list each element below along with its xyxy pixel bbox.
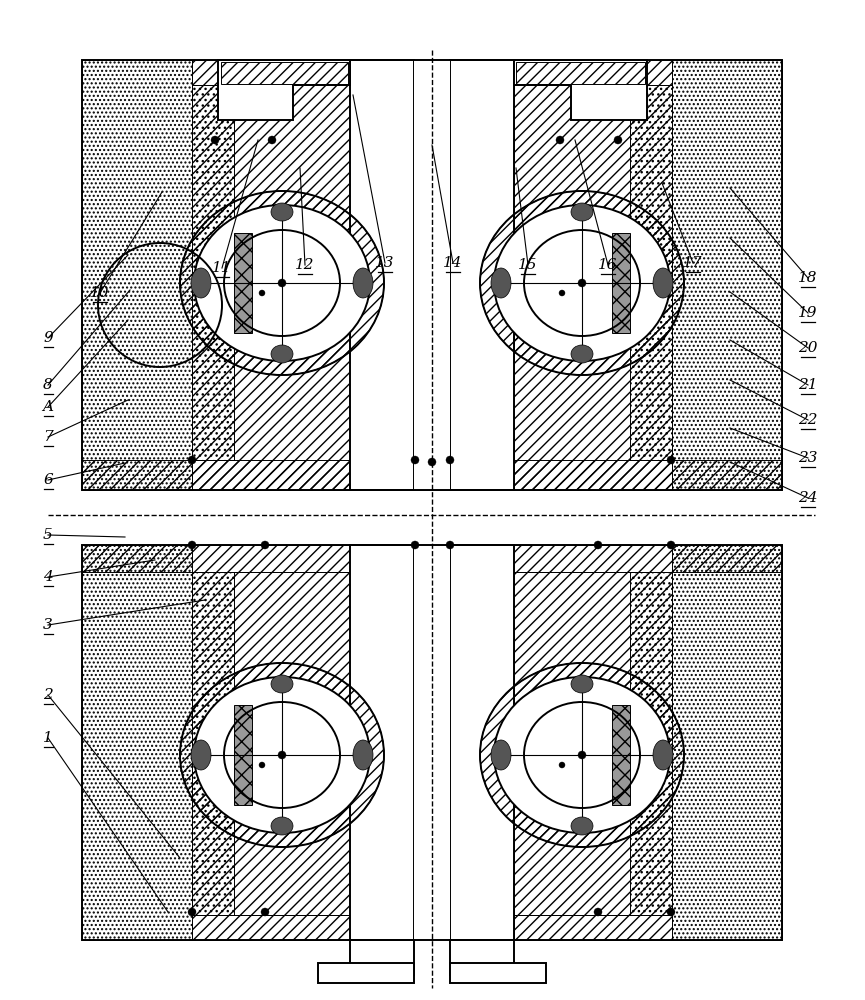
Ellipse shape bbox=[271, 203, 293, 221]
Ellipse shape bbox=[571, 675, 593, 693]
Polygon shape bbox=[318, 963, 414, 983]
Circle shape bbox=[667, 541, 675, 549]
Polygon shape bbox=[414, 60, 450, 490]
Text: 6: 6 bbox=[43, 473, 53, 487]
Polygon shape bbox=[514, 60, 647, 120]
Ellipse shape bbox=[571, 203, 593, 221]
Circle shape bbox=[578, 751, 586, 759]
Ellipse shape bbox=[271, 817, 293, 835]
Circle shape bbox=[188, 908, 196, 916]
Ellipse shape bbox=[353, 740, 373, 770]
Text: 19: 19 bbox=[798, 306, 817, 320]
Circle shape bbox=[559, 762, 565, 768]
Text: 10: 10 bbox=[90, 286, 110, 300]
Circle shape bbox=[667, 456, 675, 464]
Circle shape bbox=[614, 136, 622, 144]
Circle shape bbox=[268, 136, 276, 144]
Circle shape bbox=[446, 541, 454, 549]
Text: 3: 3 bbox=[43, 618, 53, 632]
Polygon shape bbox=[218, 60, 350, 120]
Ellipse shape bbox=[194, 677, 370, 833]
Text: 15: 15 bbox=[518, 258, 538, 272]
Text: 13: 13 bbox=[375, 256, 394, 270]
Circle shape bbox=[667, 908, 675, 916]
Ellipse shape bbox=[571, 817, 593, 835]
Circle shape bbox=[446, 456, 454, 464]
Circle shape bbox=[411, 541, 419, 549]
Polygon shape bbox=[414, 545, 450, 940]
Circle shape bbox=[428, 458, 436, 466]
Circle shape bbox=[259, 290, 265, 296]
Text: 8: 8 bbox=[43, 378, 53, 392]
Ellipse shape bbox=[653, 740, 673, 770]
Polygon shape bbox=[350, 940, 414, 975]
Ellipse shape bbox=[271, 675, 293, 693]
Ellipse shape bbox=[494, 677, 670, 833]
Circle shape bbox=[211, 136, 219, 144]
Ellipse shape bbox=[191, 268, 211, 298]
Circle shape bbox=[278, 279, 286, 287]
Text: 11: 11 bbox=[212, 261, 232, 275]
Text: 7: 7 bbox=[43, 430, 53, 444]
Text: 9: 9 bbox=[43, 331, 53, 345]
Text: 2: 2 bbox=[43, 688, 53, 702]
Circle shape bbox=[188, 456, 196, 464]
Text: 22: 22 bbox=[798, 413, 817, 427]
Text: 17: 17 bbox=[683, 256, 702, 270]
Text: 18: 18 bbox=[798, 271, 817, 285]
Text: 4: 4 bbox=[43, 570, 53, 584]
Circle shape bbox=[594, 908, 602, 916]
Circle shape bbox=[594, 541, 602, 549]
Circle shape bbox=[261, 541, 269, 549]
Text: 23: 23 bbox=[798, 451, 817, 465]
Ellipse shape bbox=[653, 268, 673, 298]
Circle shape bbox=[411, 456, 419, 464]
Text: 16: 16 bbox=[599, 258, 618, 272]
Ellipse shape bbox=[194, 205, 370, 361]
Ellipse shape bbox=[353, 268, 373, 298]
Polygon shape bbox=[450, 940, 514, 975]
Circle shape bbox=[261, 908, 269, 916]
Circle shape bbox=[559, 290, 565, 296]
Polygon shape bbox=[234, 233, 252, 333]
Circle shape bbox=[188, 541, 196, 549]
Polygon shape bbox=[450, 545, 514, 940]
Polygon shape bbox=[82, 60, 782, 975]
Text: 24: 24 bbox=[798, 491, 817, 505]
Circle shape bbox=[556, 136, 564, 144]
Ellipse shape bbox=[491, 268, 511, 298]
Circle shape bbox=[578, 279, 586, 287]
Text: A: A bbox=[42, 400, 54, 414]
Text: 12: 12 bbox=[295, 258, 315, 272]
Polygon shape bbox=[234, 705, 252, 805]
Ellipse shape bbox=[191, 740, 211, 770]
Ellipse shape bbox=[491, 740, 511, 770]
Text: 20: 20 bbox=[798, 341, 817, 355]
Ellipse shape bbox=[271, 345, 293, 363]
Polygon shape bbox=[450, 60, 514, 490]
Ellipse shape bbox=[494, 205, 670, 361]
Polygon shape bbox=[612, 705, 630, 805]
Polygon shape bbox=[612, 233, 630, 333]
Ellipse shape bbox=[571, 345, 593, 363]
Text: 14: 14 bbox=[443, 256, 463, 270]
Circle shape bbox=[278, 751, 286, 759]
Circle shape bbox=[259, 762, 265, 768]
Text: 21: 21 bbox=[798, 378, 817, 392]
Polygon shape bbox=[350, 60, 414, 490]
Polygon shape bbox=[450, 963, 546, 983]
Polygon shape bbox=[350, 545, 414, 940]
Text: 5: 5 bbox=[43, 528, 53, 542]
Text: 1: 1 bbox=[43, 731, 53, 745]
